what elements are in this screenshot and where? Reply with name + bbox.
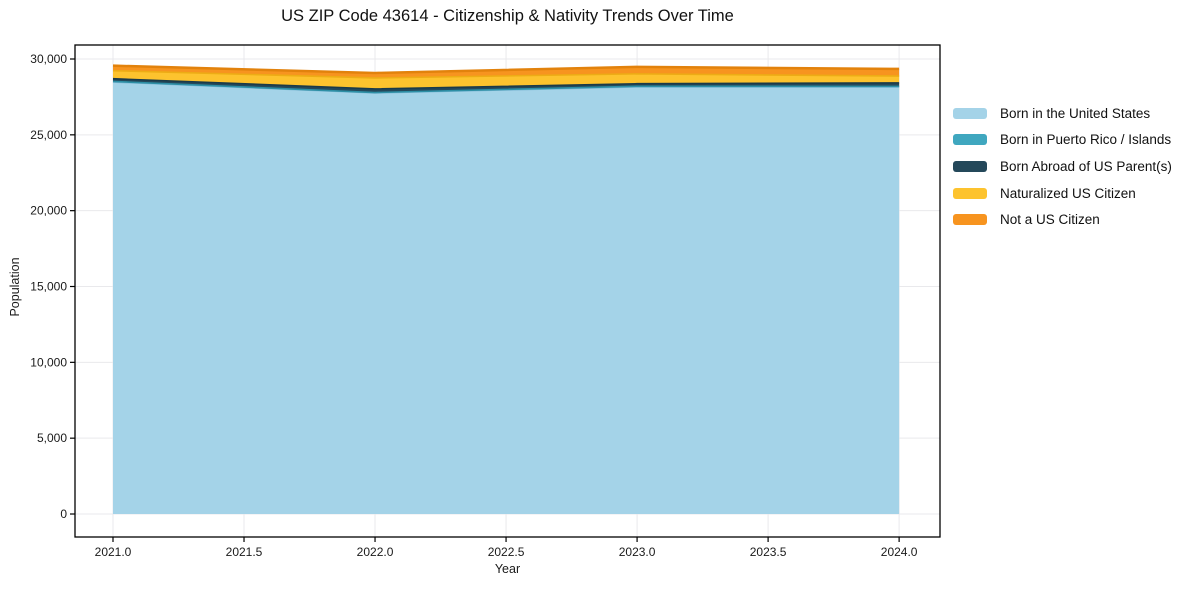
area-naturalized-us-citizen bbox=[112, 70, 900, 89]
legend-label: Born in Puerto Rico / Islands bbox=[1000, 132, 1172, 148]
legend-item-born-abroad-of-us-parent-s: Born Abroad of US Parent(s) bbox=[953, 153, 1172, 180]
y-tick-label: 0 bbox=[60, 507, 67, 521]
y-tick-label: 5,000 bbox=[37, 431, 67, 445]
legend: Born in the United States Born in Puerto … bbox=[953, 100, 1172, 233]
area-not-a-us-citizen bbox=[112, 65, 900, 78]
legend-label: Born in the United States bbox=[1000, 105, 1151, 121]
y-axis-title: Population bbox=[8, 257, 22, 317]
plot-frame bbox=[74, 44, 941, 538]
legend-label: Not a US Citizen bbox=[1000, 212, 1100, 228]
x-tick-label: 2022.5 bbox=[488, 545, 525, 559]
legend-label: Naturalized US Citizen bbox=[1000, 185, 1136, 201]
legend-label: Born Abroad of US Parent(s) bbox=[1000, 158, 1172, 174]
legend-item-not-a-us-citizen: Not a US Citizen bbox=[953, 206, 1172, 233]
legend-swatch-icon bbox=[953, 214, 987, 226]
legend-swatch-icon bbox=[953, 160, 987, 172]
x-tick-label: 2024.0 bbox=[881, 545, 918, 559]
legend-item-born-in-puerto-rico-islands: Born in Puerto Rico / Islands bbox=[953, 127, 1172, 154]
legend-swatch-icon bbox=[953, 107, 987, 119]
legend-item-naturalized-us-citizen: Naturalized US Citizen bbox=[953, 180, 1172, 207]
chart-title: US ZIP Code 43614 - Citizenship & Nativi… bbox=[281, 7, 734, 25]
legend-swatch-icon bbox=[953, 187, 987, 199]
x-tick-label: 2023.5 bbox=[750, 545, 787, 559]
y-tick-label: 30,000 bbox=[30, 52, 67, 66]
x-tick-label: 2021.0 bbox=[95, 545, 132, 559]
area-edge-naturalized-us-citizen bbox=[112, 69, 900, 79]
area-born-in-the-united-states bbox=[112, 82, 900, 515]
x-tick-label: 2022.0 bbox=[357, 545, 394, 559]
x-tick-label: 2021.5 bbox=[226, 545, 263, 559]
y-tick-label: 15,000 bbox=[30, 280, 67, 294]
area-edge-born-abroad-of-us-parent-s bbox=[112, 77, 900, 90]
area-edge-not-a-us-citizen bbox=[112, 64, 900, 75]
x-axis-title: Year bbox=[494, 562, 521, 576]
legend-item-born-in-the-united-states: Born in the United States bbox=[953, 100, 1172, 127]
x-tick-label: 2023.0 bbox=[619, 545, 656, 559]
y-tick-label: 25,000 bbox=[30, 128, 67, 142]
y-tick-label: 20,000 bbox=[30, 204, 67, 218]
y-tick-label: 10,000 bbox=[30, 355, 67, 369]
legend-swatch-icon bbox=[953, 134, 987, 146]
area-edge-born-in-puerto-rico-islands bbox=[112, 80, 900, 94]
